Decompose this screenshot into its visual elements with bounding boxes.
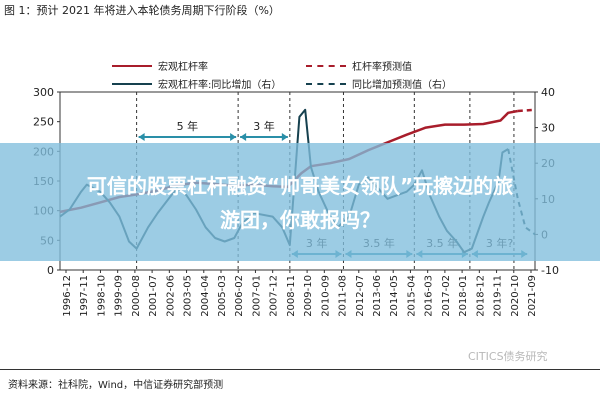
y-left-tick-label: 300 — [33, 86, 54, 99]
x-tick-label: 2007-12 — [269, 275, 280, 317]
legend-swatch-yoy — [112, 82, 152, 85]
x-tick-label: 1997-11 — [79, 275, 90, 317]
y-left-tick-label: 0 — [47, 264, 54, 277]
y-right-tick-label: 40 — [541, 86, 555, 99]
x-tick-label: 2004-04 — [200, 275, 211, 317]
legend-yoy-forecast: 同比增加预测值（右） — [306, 76, 452, 91]
x-tick-label: 1998-10 — [96, 275, 107, 317]
x-tick-label: 2008-11 — [286, 275, 297, 317]
overlay-banner — [0, 143, 600, 261]
source-divider — [0, 369, 600, 370]
banner-line-1: 可信的股票杠杆融资“帅哥美女领队”玩擦边的旅 — [86, 174, 514, 198]
legend-yoy: 宏观杠杆率:同比增加（右） — [112, 76, 281, 91]
x-tick-label: 2011-08 — [338, 275, 349, 317]
watermark-logo: CITICS债务研究 — [468, 350, 548, 363]
x-tick-label: 2018-12 — [475, 275, 486, 317]
cycle-top-annotation-arrowhead-right — [281, 133, 288, 141]
x-tick-label: 2021-09 — [527, 275, 538, 317]
x-tick-label: 2009-10 — [303, 275, 314, 317]
series-line-2 — [517, 108, 536, 113]
x-tick-label: 2017-02 — [441, 275, 452, 317]
banner-line-2: 游团，你敢报吗？ — [220, 208, 380, 232]
x-tick-label: 2013-06 — [372, 275, 383, 317]
x-tick-label: 2007-01 — [251, 275, 262, 317]
x-tick-label: 2000-08 — [131, 275, 142, 317]
legend-label-leverage-forecast: 杠杆率预测值 — [352, 62, 412, 73]
legend-swatch-leverage-forecast — [306, 64, 346, 67]
cycle-top-annotation-label: 3 年 — [253, 119, 275, 133]
x-tick-label: 2018-01 — [458, 275, 469, 317]
x-tick-label: 2020-10 — [510, 275, 521, 317]
source-note: 资料来源：社科院，Wind，中信证券研究部预测 — [8, 380, 224, 391]
x-tick-label: 2005-03 — [217, 275, 228, 317]
x-tick-label: 2006-02 — [234, 275, 245, 317]
x-tick-label: 2016-03 — [424, 275, 435, 317]
x-tick-label: 2015-04 — [406, 275, 417, 317]
cycle-top-annotation-arrowhead-left — [240, 133, 247, 141]
x-tick-label: 2002-06 — [165, 275, 176, 317]
x-tick-label: 2010-09 — [320, 275, 331, 317]
legend-swatch-leverage — [112, 64, 152, 67]
x-tick-label: 2014-05 — [389, 275, 400, 317]
x-tick-label: 2019-11 — [493, 275, 504, 317]
y-left-tick-label: 250 — [33, 116, 54, 129]
y-right-tick-label: 30 — [541, 122, 555, 135]
legend-leverage-forecast: 杠杆率预测值 — [306, 58, 412, 73]
legend-leverage: 宏观杠杆率 — [112, 58, 208, 73]
figure-title: 图 1：预计 2021 年将进入本轮债务周期下行阶段（%） — [4, 4, 280, 17]
cycle-top-annotation-arrowhead-right — [230, 133, 237, 141]
x-tick-label: 1999-09 — [114, 275, 125, 317]
x-tick-label: 2003-05 — [183, 275, 194, 317]
legend-label-yoy: 宏观杠杆率:同比增加（右） — [158, 80, 282, 91]
x-tick-label: 2001-07 — [148, 275, 159, 317]
x-tick-label: 1996-12 — [62, 275, 73, 317]
legend-swatch-yoy-forecast — [306, 82, 346, 85]
x-tick-label: 2012-07 — [355, 275, 366, 317]
y-right-tick-label: -10 — [541, 264, 559, 277]
cycle-top-annotation-label: 5 年 — [177, 119, 199, 133]
legend-label-leverage: 宏观杠杆率 — [158, 62, 208, 73]
cycle-top-annotation-arrowhead-left — [138, 133, 145, 141]
legend-label-yoy-forecast: 同比增加预测值（右） — [352, 80, 452, 91]
